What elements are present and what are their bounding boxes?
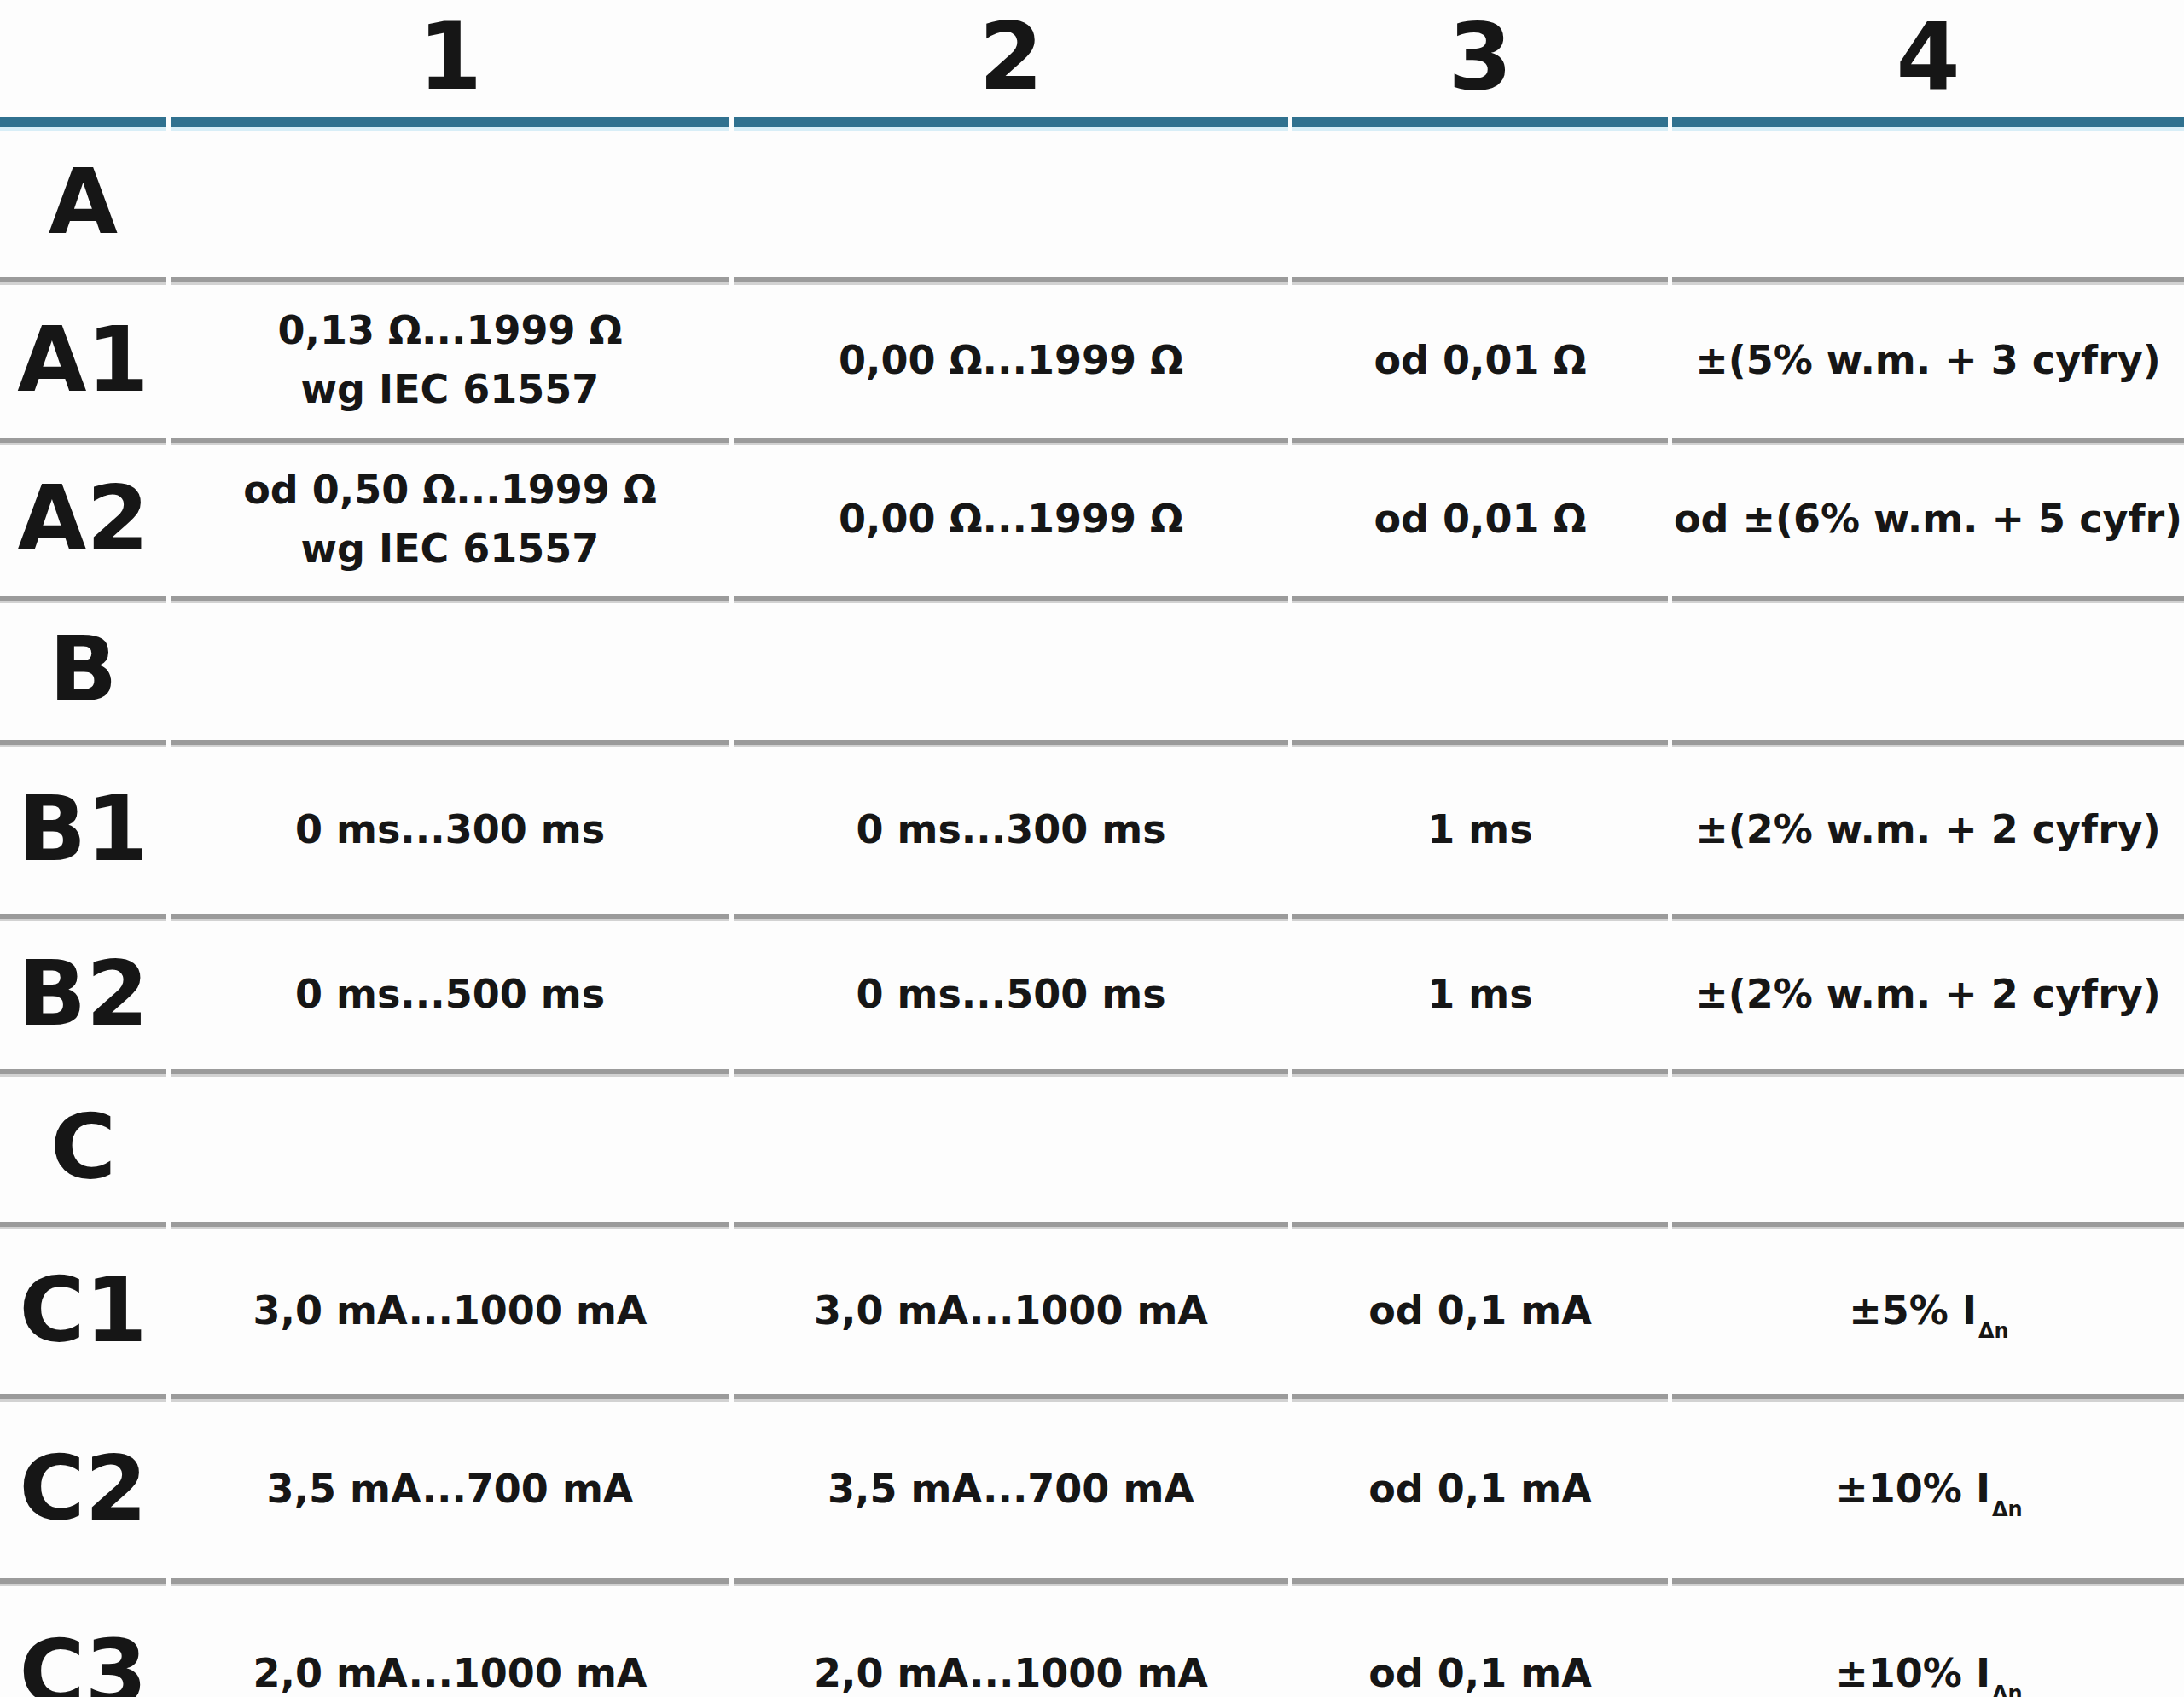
table-row: B: [0, 601, 2184, 745]
table-cell: 3,5 mA...700 mA: [734, 1399, 1288, 1584]
table-row: A2 od 0,50 Ω...1999 Ωwg IEC 61557 0,00 Ω…: [0, 443, 2184, 601]
table-cell: ±10% IΔn: [1672, 1584, 2184, 1697]
table-row: B2 0 ms...500 ms 0 ms...500 ms 1 ms ±(2%…: [0, 919, 2184, 1074]
table-cell: 3,0 mA...1000 mA: [171, 1227, 729, 1399]
table-cell: od 0,1 mA: [1292, 1399, 1668, 1584]
table-cell: ±(2% w.m. + 2 cyfry): [1672, 919, 2184, 1074]
table-cell: [171, 601, 729, 745]
table-cell: [171, 1074, 729, 1227]
table-row: A: [0, 127, 2184, 282]
row-label: B1: [0, 745, 166, 919]
table-cell: 0 ms...300 ms: [734, 745, 1288, 919]
row-label: B: [0, 601, 166, 745]
table-row: A1 0,13 Ω...1999 Ωwg IEC 61557 0,00 Ω...…: [0, 282, 2184, 443]
table-cell: [734, 1074, 1288, 1227]
row-label: B2: [0, 919, 166, 1074]
column-header-3: 3: [1292, 0, 1668, 127]
table-cell: [1672, 127, 2184, 282]
table-cell: 0 ms...500 ms: [734, 919, 1288, 1074]
table-cell: 3,0 mA...1000 mA: [734, 1227, 1288, 1399]
row-label: C: [0, 1074, 166, 1227]
table-cell: [1672, 1074, 2184, 1227]
row-label: C1: [0, 1227, 166, 1399]
table-cell: 1 ms: [1292, 919, 1668, 1074]
table-cell: ±5% IΔn: [1672, 1227, 2184, 1399]
table-row: C: [0, 1074, 2184, 1227]
table-cell: od 0,50 Ω...1999 Ωwg IEC 61557: [171, 443, 729, 601]
table-cell: 0,13 Ω...1999 Ωwg IEC 61557: [171, 282, 729, 443]
table-cell: [734, 601, 1288, 745]
table-cell: od 0,1 mA: [1292, 1227, 1668, 1399]
column-header-2: 2: [734, 0, 1288, 127]
column-header-4: 4: [1672, 0, 2184, 127]
table-cell: 0 ms...300 ms: [171, 745, 729, 919]
specification-table: 1 2 3 4 A A1 0,13 Ω...1999 Ωwg IEC 61557…: [0, 0, 2184, 1697]
table-cell: 2,0 mA...1000 mA: [734, 1584, 1288, 1697]
table-cell: 1 ms: [1292, 745, 1668, 919]
row-label: A1: [0, 282, 166, 443]
table-cell: [734, 127, 1288, 282]
table-cell: [1292, 127, 1668, 282]
table-cell: [1292, 1074, 1668, 1227]
table-row: B1 0 ms...300 ms 0 ms...300 ms 1 ms ±(2%…: [0, 745, 2184, 919]
column-header-1: 1: [171, 0, 729, 127]
table-cell: [1672, 601, 2184, 745]
table-cell: od 0,01 Ω: [1292, 443, 1668, 601]
table-cell: 2,0 mA...1000 mA: [171, 1584, 729, 1697]
table-row: C1 3,0 mA...1000 mA 3,0 mA...1000 mA od …: [0, 1227, 2184, 1399]
table-cell: ±10% IΔn: [1672, 1399, 2184, 1584]
table-cell: [1292, 601, 1668, 745]
table-row: C2 3,5 mA...700 mA 3,5 mA...700 mA od 0,…: [0, 1399, 2184, 1584]
table-cell: od 0,1 mA: [1292, 1584, 1668, 1697]
table-cell: 0,00 Ω...1999 Ω: [734, 282, 1288, 443]
table-cell: 0,00 Ω...1999 Ω: [734, 443, 1288, 601]
table-header-row: 1 2 3 4: [0, 0, 2184, 127]
row-label: A: [0, 127, 166, 282]
row-label: C2: [0, 1399, 166, 1584]
table-body: A A1 0,13 Ω...1999 Ωwg IEC 61557 0,00 Ω.…: [0, 127, 2184, 1697]
table-cell: od ±(6% w.m. + 5 cyfr): [1672, 443, 2184, 601]
table-row: C3 2,0 mA...1000 mA 2,0 mA...1000 mA od …: [0, 1584, 2184, 1697]
header-spacer: [0, 0, 166, 127]
table-cell: 0 ms...500 ms: [171, 919, 729, 1074]
table-cell: od 0,01 Ω: [1292, 282, 1668, 443]
table-cell: ±(5% w.m. + 3 cyfry): [1672, 282, 2184, 443]
table-cell: 3,5 mA...700 mA: [171, 1399, 729, 1584]
row-label: C3: [0, 1584, 166, 1697]
table-cell: [171, 127, 729, 282]
table-cell: ±(2% w.m. + 2 cyfry): [1672, 745, 2184, 919]
row-label: A2: [0, 443, 166, 601]
